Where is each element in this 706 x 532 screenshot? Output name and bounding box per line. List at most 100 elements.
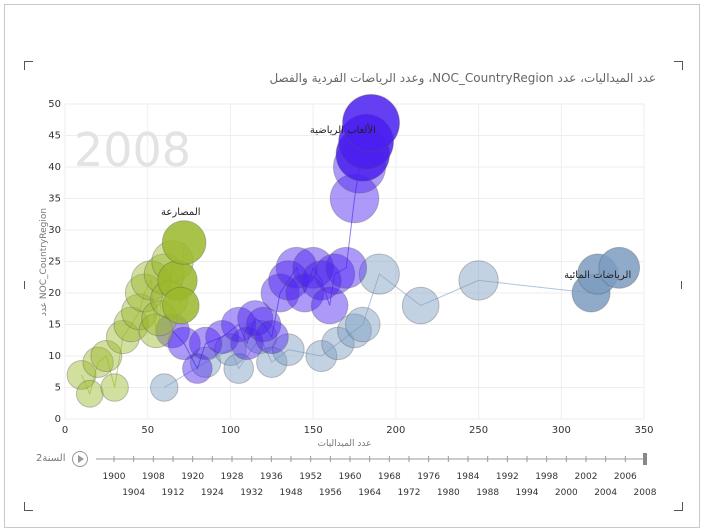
chart-title: عدد الميداليات، عدد NOC_CountryRegion، و… [269,71,656,85]
play-axis-year-label: 2006 [614,472,637,482]
play-axis-year-label: 1956 [319,488,342,498]
play-axis-year-label: 1920 [181,472,204,482]
focus-corner-top-left [24,61,33,70]
play-axis-year-label: 2000 [555,488,578,498]
data-bubble [271,333,305,367]
data-bubble [342,93,400,152]
play-axis-year-label: 1908 [142,472,165,482]
play-axis-year-label: 1932 [240,488,263,498]
data-bubble [301,260,342,301]
play-axis-year-label: 1936 [260,472,283,482]
x-tick-label: 250 [469,425,488,436]
play-axis-label: السنة2 [36,453,66,464]
y-tick-label: 40 [48,162,61,173]
series-trail-line [172,122,372,370]
resize-handle-left[interactable] [24,281,25,289]
data-bubble [458,260,499,301]
data-bubble [220,306,257,343]
data-bubble [113,306,149,343]
play-axis-year-label: 1994 [516,488,539,498]
play-axis-year-label: 1924 [201,488,224,498]
data-bubble [90,340,123,372]
play-axis-year-label: 1976 [417,472,440,482]
play-axis-year-label: 1992 [496,472,519,482]
y-tick-label: 10 [48,351,61,362]
data-bubble [325,246,368,289]
data-bubble [188,326,223,361]
data-bubble [105,320,140,355]
data-bubble [214,333,247,367]
y-tick-label: 35 [48,194,61,205]
x-tick-label: 100 [221,425,240,436]
y-tick-label: 20 [48,288,61,299]
play-axis-year-label: 1984 [457,472,480,482]
data-bubble [162,286,200,325]
data-bubble [285,273,325,313]
play-axis-year-label: 1964 [358,488,381,498]
x-tick-label: 300 [552,425,571,436]
data-bubble [189,346,222,378]
visual-frame [4,4,700,528]
play-axis-year-label: 1952 [299,472,322,482]
y-tick-label: 50 [48,99,61,110]
play-axis-year-label: 2004 [594,488,617,498]
data-bubble [182,353,213,384]
x-tick-label: 150 [304,425,323,436]
data-bubble [598,246,641,289]
focus-corner-bottom-right [674,502,683,511]
x-axis-title: عدد الميداليات [317,439,371,449]
play-button[interactable] [72,451,88,467]
play-axis-year-label: 1948 [280,488,303,498]
play-axis-year-label: 1968 [378,472,401,482]
data-bubble [120,293,158,331]
data-bubble [268,260,309,301]
series-label: المصارعة [161,207,200,218]
x-tick-label: 200 [386,425,405,436]
x-tick-label: 50 [141,425,154,436]
y-tick-label: 30 [48,225,61,236]
data-bubble [292,246,335,289]
play-axis-year-label: 1980 [437,488,460,498]
play-axis-year-label: 1988 [476,488,499,498]
y-tick-label: 15 [48,320,61,331]
data-bubble [245,306,282,343]
data-bubble [260,273,300,313]
resize-handle-right[interactable] [681,281,682,289]
data-bubble [150,373,179,402]
y-tick-label: 25 [48,257,61,268]
play-axis-thumb[interactable] [643,453,647,465]
y-tick-label: 45 [48,131,61,142]
data-bubble [310,286,349,325]
x-tick-label: 350 [634,425,653,436]
play-axis-year-label: 2008 [634,488,657,498]
y-tick-label: 0 [55,414,61,425]
data-bubble [205,320,240,355]
year-watermark: 2008 [74,123,191,177]
data-bubble [401,286,440,325]
y-axis-title: عدد NOC_CountryRegion [39,208,49,316]
data-bubble [66,359,97,390]
series-label: الرياضات المائية [564,270,631,281]
play-axis-year-label: 2002 [575,472,598,482]
data-bubble [230,326,264,361]
data-bubble [337,313,372,349]
play-axis-year-label: 1960 [339,472,362,482]
series-trail-line [163,267,620,388]
play-axis-year-label: 1972 [398,488,421,498]
data-bubble [223,353,254,384]
data-bubble [305,340,338,372]
data-bubble [138,313,174,349]
data-bubble [100,373,129,402]
data-bubble [256,346,288,378]
play-axis-year-label: 1904 [122,488,145,498]
data-bubble [161,220,207,265]
data-bubble [275,246,318,289]
focus-corner-top-right [674,61,683,70]
data-bubble [321,326,355,361]
data-bubble [82,346,114,378]
data-bubble [237,300,274,337]
series-label: الألعاب الرياضية [310,123,376,136]
focus-corner-bottom-left [24,502,33,511]
y-tick-label: 5 [55,383,61,394]
